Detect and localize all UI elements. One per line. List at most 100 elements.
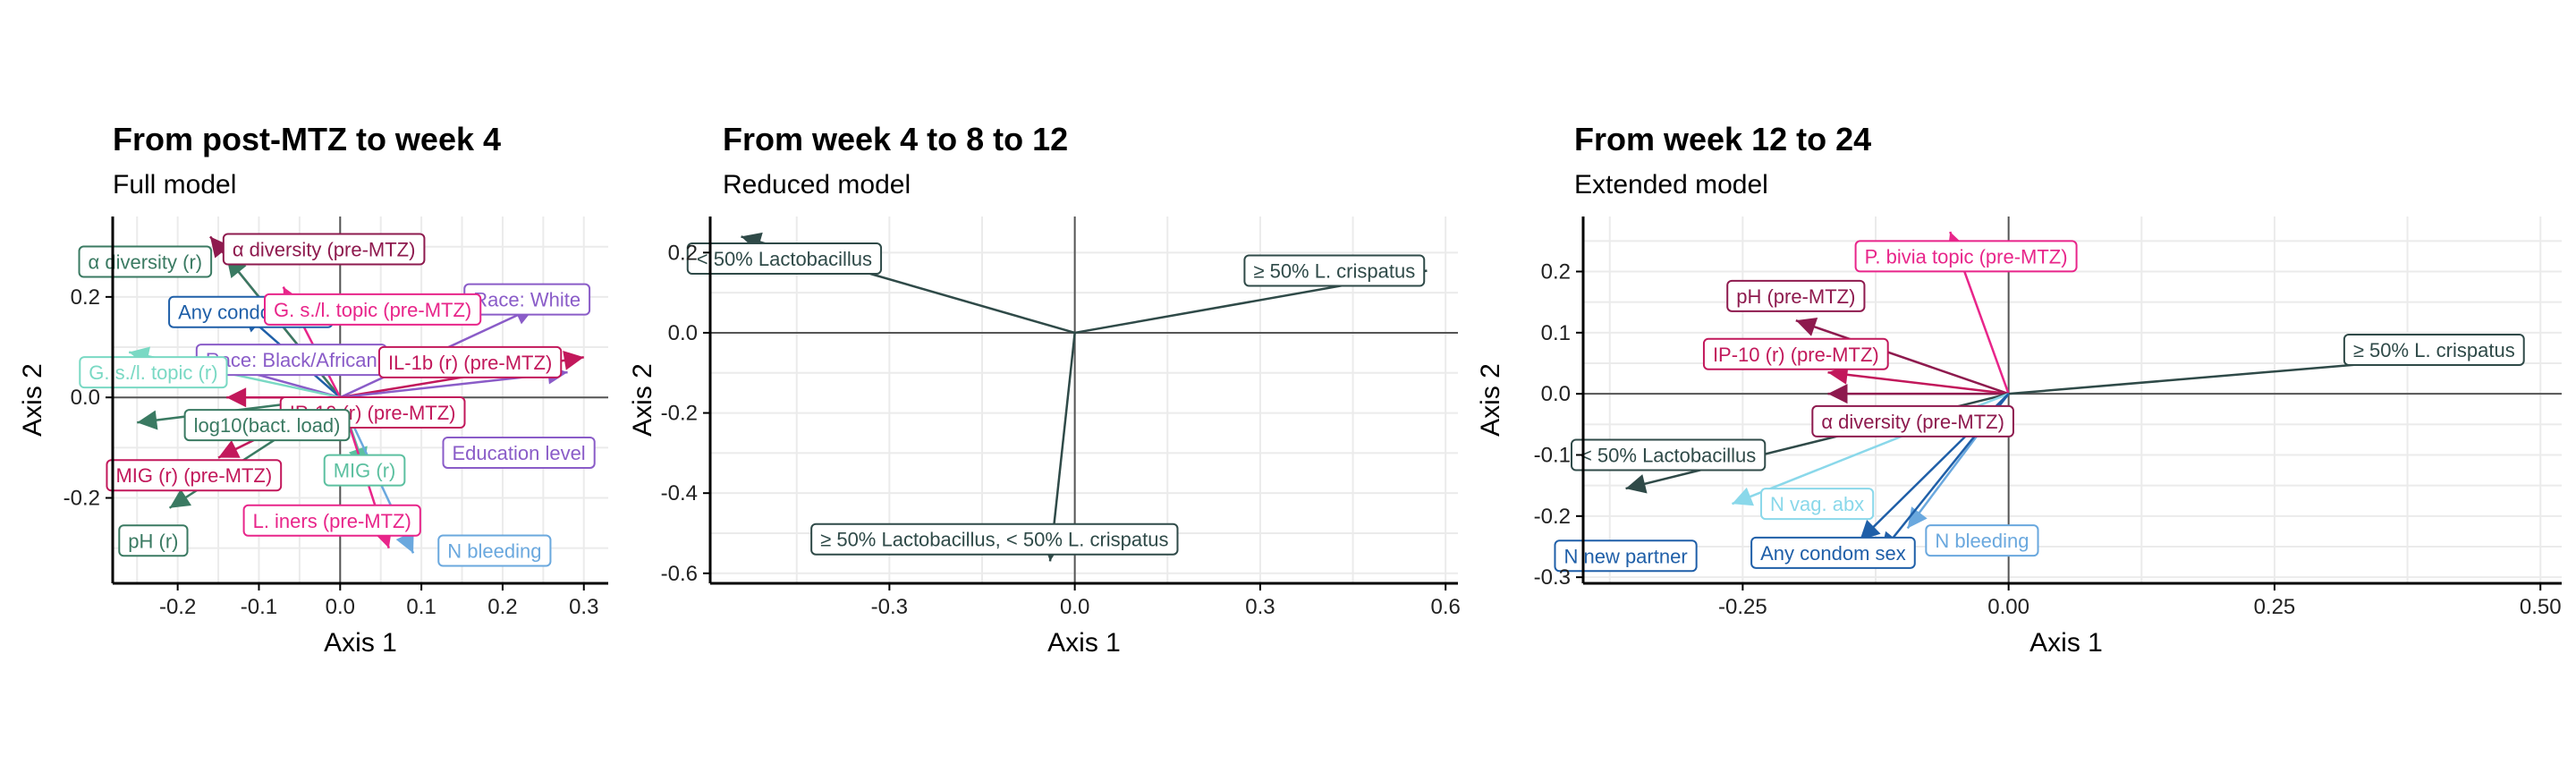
arrow-label: < 50% Lactobacillus (686, 242, 883, 276)
arrow-label-box (686, 242, 883, 276)
arrow-label-text: Race: White (473, 289, 580, 311)
arrow-label-text: α diversity (pre-MTZ) (1821, 411, 2004, 433)
y-tick-label: -0.2 (64, 487, 100, 511)
arrow-label-box (1854, 240, 2078, 273)
panel-3-x-axis-title: Axis 1 (2029, 628, 2103, 658)
arrow-label-text: MIG (r) (pre-MTZ) (115, 464, 272, 487)
arrow-label-box (1554, 539, 1698, 573)
x-tick-label: -0.1 (241, 595, 277, 619)
panel-3-y-axis-title: Axis 2 (1476, 363, 1505, 437)
arrow-label: IL-1b (r) (pre-MTZ) (377, 345, 563, 378)
arrow-label: L. iners (pre-MTZ) (242, 504, 421, 537)
y-tick-label: 0.2 (668, 241, 698, 265)
arrow-label-text: Education level (452, 442, 585, 464)
arrow-label-box (1570, 438, 1767, 471)
panel-1-title: From post-MTZ to week 4 (113, 121, 501, 157)
arrow-label: α diversity (pre-MTZ) (1811, 404, 2014, 437)
arrow-label-text: ≥ 50% L. crispatus (2353, 339, 2515, 361)
panel-2-subtitle: Reduced model (723, 170, 911, 200)
arrow-label: G. s./l. topic (pre-MTZ) (263, 293, 482, 326)
arrow-label-text: Any condom sex (1760, 542, 1906, 565)
y-tick-label: -0.2 (1534, 505, 1571, 529)
y-tick-label: 0.1 (1541, 321, 1571, 345)
x-tick-label: -0.25 (1718, 595, 1767, 619)
arrow-label-box (1760, 488, 1875, 521)
arrow-label-text: pH (r) (128, 530, 178, 552)
panel-2-x-axis-title: Axis 1 (1047, 628, 1121, 658)
arrow-label: P. bivia topic (pre-MTZ) (1854, 240, 2078, 273)
panel-1-x-axis-title: Axis 1 (324, 628, 397, 658)
x-tick-label: 0.0 (1060, 595, 1089, 619)
arrow-label-box (79, 356, 228, 389)
y-tick-label: -0.2 (661, 402, 698, 426)
arrow-label-box (442, 436, 596, 469)
x-tick-label: 0.6 (1430, 595, 1460, 619)
panel-2: From week 4 to 8 to 12 Reduced model < 5… (628, 121, 1461, 658)
panel-2-labels: < 50% Lactobacillus ≥ 50% L. crispatus ≥ 5… (686, 242, 1426, 556)
panel-3-subtitle: Extended model (1574, 170, 1768, 200)
arrow-label: ≥ 50% L. crispatus (1243, 254, 1426, 287)
panel-3: From week 12 to 24 Extended model P. biv… (1476, 121, 2562, 658)
x-tick-label: -0.3 (871, 595, 908, 619)
arrow-label-text: N new partner (1563, 545, 1687, 567)
arrow-label: ≥ 50% L. crispatus (2343, 333, 2525, 366)
arrow-head (1795, 317, 1818, 336)
y-tick-label: -0.3 (1534, 565, 1571, 590)
arrow-head (395, 531, 414, 554)
arrow-label-text: G. s./l. topic (pre-MTZ) (274, 299, 471, 321)
x-tick-label: 0.0 (326, 595, 355, 619)
arrow-head (218, 439, 241, 458)
arrow-label: Any condom sex (1750, 536, 1916, 569)
arrow-label: α diversity (pre-MTZ) (222, 233, 426, 266)
y-tick-label: 0.2 (71, 285, 100, 310)
arrow-label: N new partner (1554, 539, 1698, 573)
arrow-label: N bleeding (1925, 524, 2039, 557)
x-tick-label: 0.1 (406, 595, 436, 619)
x-tick-label: 0.50 (2520, 595, 2562, 619)
arrow-label-box (1925, 524, 2039, 557)
arrow-label-box (323, 454, 406, 487)
arrow-label-box (1243, 254, 1426, 287)
arrow-label-text: Race: Black/African (206, 349, 377, 371)
arrow-label-text: IP-10 (r) (pre-MTZ) (1713, 344, 1879, 366)
arrow-label-box (2343, 333, 2525, 366)
panel-1-labels: α diversity (pre-MTZ)α diversity (r)Any … (78, 233, 596, 567)
arrow-label-box (183, 409, 351, 442)
panel-1: From post-MTZ to week 4 Full model α div… (18, 121, 608, 658)
arrow-label-box (106, 459, 283, 492)
arrow-shaft (1827, 371, 2009, 395)
x-tick-label: 0.2 (487, 595, 517, 619)
panel-3-title: From week 12 to 24 (1574, 121, 1871, 157)
arrow-label: MIG (r) (323, 454, 406, 487)
arrow-label: Education level (442, 436, 596, 469)
panel-2-y-axis-title: Axis 2 (628, 363, 657, 437)
panel-1-y-axis-title: Axis 2 (18, 363, 47, 437)
arrow-head (1732, 487, 1754, 506)
arrow-label: log10(bact. load) (183, 409, 351, 442)
arrow-label-text: N bleeding (1935, 530, 2029, 552)
arrow-head (563, 350, 584, 370)
arrow-label-text: log10(bact. load) (194, 414, 341, 437)
arrow-label-box (222, 233, 426, 266)
arrow-label-text: < 50% Lactobacillus (697, 248, 872, 270)
arrow-label: N vag. abx (1760, 488, 1875, 521)
x-tick-label: 0.3 (1245, 595, 1275, 619)
arrow-shaft (1795, 319, 2010, 395)
y-tick-label: 0.0 (668, 321, 698, 345)
x-tick-label: 0.25 (2254, 595, 2296, 619)
panel-3-labels: P. bivia topic (pre-MTZ) pH (pre-MTZ) IP-1… (1554, 240, 2525, 573)
arrow-head (169, 488, 192, 508)
panel-2-axes: -0.3 0.0 0.3 0.6 -0.6 -0.4 -0.2 0.0 0.2 (661, 217, 1461, 619)
arrow-label: Race: White (463, 283, 591, 316)
x-tick-label: -0.2 (159, 595, 196, 619)
arrow-label-text: ≥ 50% L. crispatus (1253, 259, 1415, 282)
arrow-label-text: α diversity (r) (89, 251, 203, 274)
arrow-label-box (1726, 279, 1866, 312)
arrow-label-box (810, 522, 1179, 556)
x-tick-label: 0.00 (1987, 595, 2029, 619)
arrow-label-text: G. s./l. topic (r) (89, 361, 217, 384)
arrow-label-text: N vag. abx (1770, 493, 1864, 515)
arrow-label-text: pH (pre-MTZ) (1736, 285, 1855, 308)
arrow-label-text: N bleeding (447, 539, 541, 562)
panel-3-axes: -0.25 0.00 0.25 0.50 -0.3 -0.2 -0.1 0.0 0.1 0.2 (1534, 217, 2562, 619)
